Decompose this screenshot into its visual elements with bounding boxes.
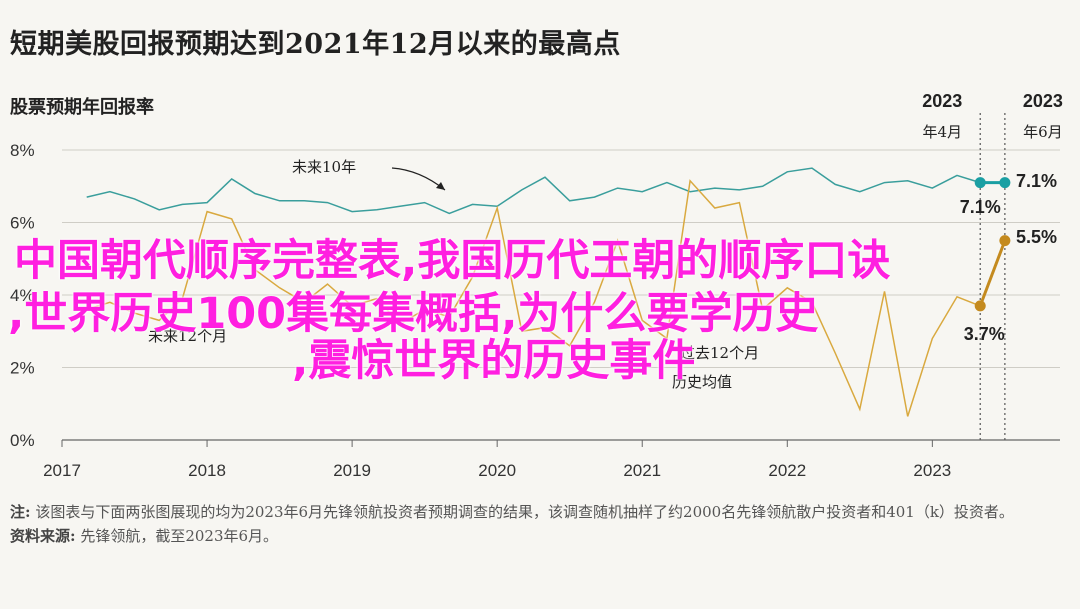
divider-year-label: 2023 [1023, 91, 1063, 111]
data-point [974, 300, 986, 312]
x-tick-label: 2018 [188, 461, 226, 480]
label-avg-a: 过去12个月 [680, 344, 759, 362]
value-gold-apr: 3.7% [964, 324, 1005, 344]
series-highlight-1 [978, 240, 1007, 307]
period-dividers: 2023 年4月 2023 年6月 [922, 91, 1063, 440]
divider-month-label: 年6月 [1023, 123, 1063, 141]
line-chart: 0% 2% 4% 6% 8% 2017 2018 2019 2020 2021 2022 2023 … [10, 91, 1063, 480]
overlay-text-line-1: 中国朝代顺序完整表,我国历代王朝的顺序口诀 [14, 236, 891, 286]
overlay-text-line-2: ,世界历史100集每集概括,为什么要学历史 [8, 289, 819, 339]
y-tick-label: 8% [10, 141, 35, 160]
arrowhead-long-term [436, 182, 445, 190]
label-avg-b: 历史均值 [672, 373, 732, 391]
divider-year-label: 2023 [922, 91, 962, 111]
footnotes: 注: 该图表与下面两张图展现的均为2023年6月先锋领航投资者预期调查的结果，该… [10, 500, 1075, 548]
x-tick-label: 2017 [43, 461, 81, 480]
divider-month-label: 年4月 [922, 123, 962, 141]
series-line-1 [86, 179, 981, 417]
data-point [999, 177, 1011, 189]
y-tick-label: 0% [10, 431, 35, 450]
overlay-text-line-3: ,震惊世界的历史事件 [292, 336, 696, 386]
source-text: 先锋领航，截至2023年6月。 [75, 527, 279, 545]
x-tick-label: 2022 [768, 461, 806, 480]
series-lines [86, 167, 1011, 417]
x-axis-ticks: 2017 2018 2019 2020 2021 2022 2023 [43, 440, 951, 480]
x-tick-label: 2020 [478, 461, 516, 480]
label-long-term: 未来10年 [292, 158, 356, 176]
note-line: 注: 该图表与下面两张图展现的均为2023年6月先锋领航投资者预期调查的结果，该… [10, 500, 1075, 524]
data-point [999, 235, 1011, 247]
y-tick-label: 4% [10, 286, 35, 305]
chart-title: 短期美股回报预期达到2021年12月以来的最高点 [10, 29, 621, 60]
value-teal-apr: 7.1% [960, 197, 1001, 217]
x-tick-label: 2023 [913, 461, 951, 480]
y-tick-label: 6% [10, 214, 35, 233]
note-label: 注: [10, 503, 31, 521]
source-label: 资料来源: [10, 527, 76, 545]
grid-lines [62, 149, 1060, 441]
series-line-0 [86, 167, 981, 215]
data-point [974, 177, 986, 189]
y-tick-label: 2% [10, 359, 35, 378]
value-gold-jun: 5.5% [1016, 227, 1057, 247]
x-tick-label: 2021 [623, 461, 661, 480]
label-short-term: 未来12个月 [148, 327, 227, 345]
value-teal-jun: 7.1% [1016, 171, 1057, 191]
chart-subtitle: 股票预期年回报率 [10, 97, 154, 118]
note-text: 该图表与下面两张图展现的均为2023年6月先锋领航投资者预期调查的结果，该调查随… [30, 503, 1014, 521]
x-tick-label: 2019 [333, 461, 371, 480]
arrow-long-term [391, 167, 446, 191]
y-axis-ticks: 0% 2% 4% 6% 8% [10, 141, 35, 450]
source-line: 资料来源: 先锋领航，截至2023年6月。 [10, 524, 1075, 548]
